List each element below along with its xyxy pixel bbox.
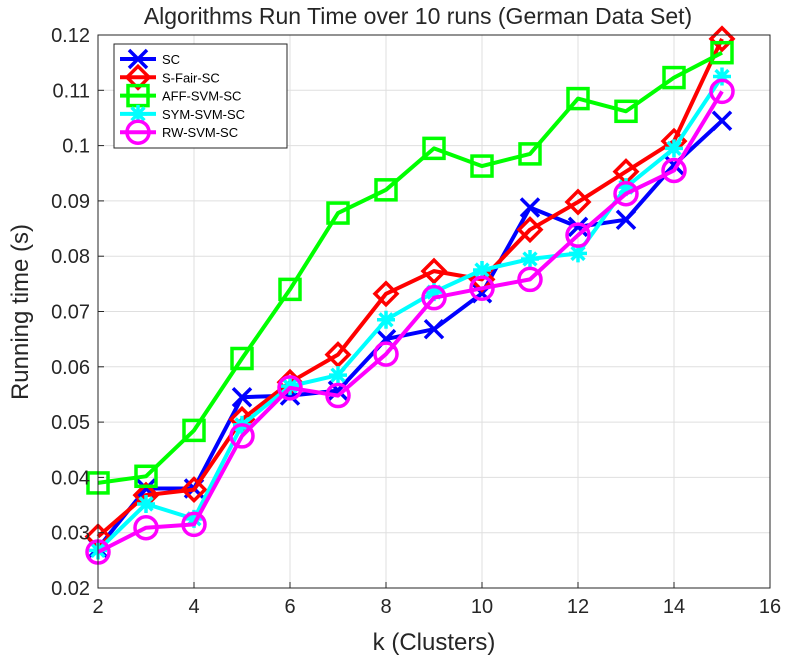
data-point-rw-svm-sc — [565, 222, 591, 248]
data-point-aff-svm-sc — [662, 65, 686, 90]
x-tick-label: 2 — [92, 596, 103, 618]
data-point-aff-svm-sc — [182, 418, 206, 443]
data-point-sym-svm-sc — [665, 139, 683, 158]
legend-marker — [125, 119, 151, 145]
data-point-aff-svm-sc — [710, 40, 734, 65]
y-tick-label: 0.02 — [51, 578, 90, 600]
data-point-s-fair-sc — [372, 280, 400, 308]
data-point-sc — [519, 197, 541, 218]
data-point-s-fair-sc — [468, 265, 496, 293]
data-point-sym-svm-sc — [569, 244, 587, 263]
data-point-aff-svm-sc — [230, 346, 254, 371]
data-point-sym-svm-sc — [713, 67, 731, 86]
data-point-s-fair-sc — [516, 216, 544, 244]
data-point-sym-svm-sc — [617, 178, 635, 197]
data-point-sym-svm-sc — [329, 366, 347, 385]
data-point-sym-svm-sc — [377, 310, 395, 329]
legend-label: RW-SVM-SC — [162, 125, 238, 140]
data-point-sym-svm-sc — [425, 283, 443, 302]
data-point-rw-svm-sc — [709, 78, 735, 105]
x-tick-label: 12 — [567, 596, 589, 618]
y-tick-label: 0.1 — [62, 136, 90, 158]
y-tick-label: 0.06 — [51, 357, 90, 379]
data-point-rw-svm-sc — [133, 514, 159, 541]
data-point-sym-svm-sc — [137, 494, 155, 513]
data-point-s-fair-sc — [420, 257, 448, 285]
data-point-aff-svm-sc — [566, 86, 590, 111]
data-point-sc — [711, 110, 733, 131]
data-point-rw-svm-sc — [421, 284, 447, 311]
x-axis-label: k (Clusters) — [373, 629, 496, 656]
data-point-aff-svm-sc — [134, 464, 158, 489]
data-point-sym-svm-sc — [473, 261, 491, 280]
x-tick-label: 8 — [380, 596, 391, 618]
y-tick-label: 0.12 — [51, 25, 90, 47]
series-line-sc — [96, 119, 724, 550]
data-point-rw-svm-sc — [277, 375, 303, 401]
chart-title: Algorithms Run Time over 10 runs (German… — [144, 3, 692, 29]
data-point-sym-svm-sc — [521, 249, 539, 268]
data-point-aff-svm-sc — [470, 154, 494, 178]
data-point-sc — [567, 216, 589, 238]
data-point-sc — [231, 386, 253, 408]
data-point-aff-svm-sc — [374, 178, 398, 202]
series-layer — [84, 25, 736, 565]
x-tick-label: 10 — [471, 596, 493, 618]
data-point-aff-svm-sc — [614, 99, 638, 124]
data-point-aff-svm-sc — [518, 142, 542, 166]
legend-label: AFF-SVM-SC — [162, 89, 241, 104]
y-axis-label: Running time (s) — [7, 224, 34, 400]
data-point-rw-svm-sc — [613, 180, 639, 207]
x-tick-label: 16 — [759, 596, 781, 618]
y-tick-label: 0.09 — [51, 191, 90, 213]
data-point-rw-svm-sc — [229, 423, 255, 449]
series-line-aff-svm-sc — [97, 50, 723, 485]
data-point-rw-svm-sc — [469, 275, 495, 302]
x-tick-label: 14 — [663, 596, 685, 618]
data-point-aff-svm-sc — [422, 136, 446, 161]
legend-marker — [127, 48, 149, 70]
series-rw-svm-sc — [85, 78, 735, 565]
data-point-aff-svm-sc — [278, 277, 302, 302]
legend-item: S-Fair-SC — [120, 63, 220, 91]
y-tick-label: 0.03 — [51, 523, 90, 545]
legend-item: SYM-SVM-SC — [120, 104, 245, 123]
data-point-s-fair-sc — [564, 188, 592, 216]
y-tick-label: 0.04 — [51, 467, 90, 489]
legend-label: SYM-SVM-SC — [162, 107, 245, 122]
legend-item: RW-SVM-SC — [120, 119, 238, 145]
data-point-s-fair-sc — [180, 476, 208, 504]
data-point-rw-svm-sc — [181, 511, 207, 538]
y-tick-label: 0.07 — [51, 302, 90, 324]
legend-marker — [129, 104, 147, 123]
data-point-s-fair-sc — [324, 341, 352, 369]
y-tick-label: 0.05 — [51, 412, 90, 434]
data-point-rw-svm-sc — [661, 157, 687, 184]
legend-label: SC — [162, 52, 180, 67]
data-point-aff-svm-sc — [326, 201, 350, 225]
ticks: 2 4 6 8 10 12 14 16 0.02 0.03 0.04 0.05 0.06 0.07 0.08… — [51, 25, 781, 618]
x-tick-label: 4 — [188, 596, 199, 618]
y-tick-label: 0.11 — [53, 80, 90, 102]
data-point-rw-svm-sc — [517, 266, 543, 293]
data-point-sym-svm-sc — [185, 509, 203, 528]
data-point-sc — [615, 209, 637, 230]
legend-label: S-Fair-SC — [162, 70, 220, 85]
data-point-sc — [423, 318, 445, 340]
y-tick-label: 0.08 — [51, 246, 90, 268]
data-point-rw-svm-sc — [325, 382, 351, 409]
legend-item: SC — [120, 48, 180, 70]
x-tick-label: 6 — [284, 596, 295, 618]
data-point-rw-svm-sc — [373, 341, 399, 367]
legend-marker — [124, 63, 152, 91]
legend: SC S-Fair-SC AFF-SVM-SC SYM-SVM-SC RW-SVM-SC — [113, 43, 288, 149]
